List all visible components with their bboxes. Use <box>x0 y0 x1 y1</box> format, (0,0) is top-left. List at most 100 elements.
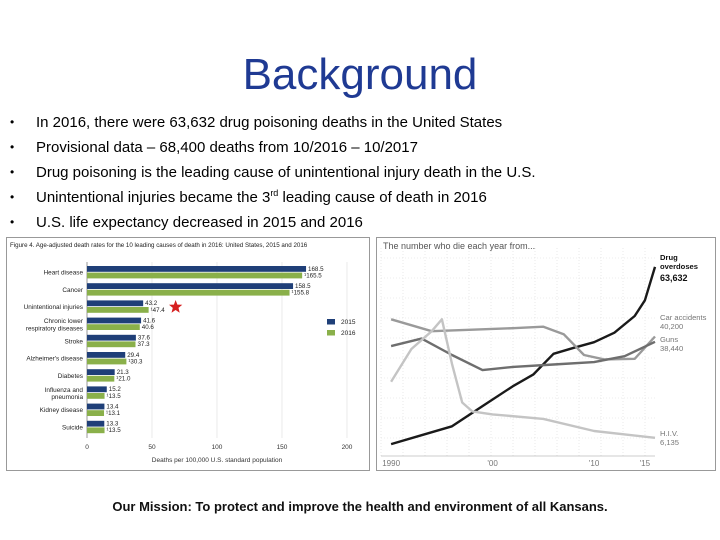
series-label: overdoses <box>660 262 698 271</box>
bar <box>87 427 105 434</box>
category-label: Influenza and <box>45 387 84 394</box>
category-label: Cancer <box>62 287 83 294</box>
bar <box>87 272 303 279</box>
data-label: 21.3 <box>117 369 130 376</box>
x-tick-label: '10 <box>589 459 600 468</box>
bar <box>87 386 107 393</box>
series-line <box>390 318 656 439</box>
bullet-item: • In 2016, there were 63,632 drug poisoni… <box>8 110 708 135</box>
data-label: 29.4 <box>127 352 140 359</box>
data-label: 37.6 <box>138 335 151 342</box>
x-tick-label: 1990 <box>382 459 400 468</box>
data-label: 13.4 <box>106 403 119 410</box>
bullet-dot-icon: • <box>10 215 15 229</box>
bar <box>87 352 126 358</box>
highlight-star-icon <box>169 300 183 313</box>
data-label: 15.2 <box>109 386 122 393</box>
data-label: 40.6 <box>142 324 155 331</box>
bullet-item: • U.S. life expectancy decreased in 2015 … <box>8 210 708 235</box>
bullet-dot-icon: • <box>10 115 15 129</box>
data-label: ¹13.1 <box>106 410 121 417</box>
bullet-text-sup: rd <box>270 188 279 198</box>
bar <box>87 393 105 399</box>
line-chart-svg: The number who die each year from... 1990… <box>380 241 707 468</box>
category-label: Unintentional injuries <box>24 304 83 311</box>
series-line <box>390 266 657 446</box>
data-label: ¹21.0 <box>116 376 131 383</box>
bar <box>87 369 115 375</box>
data-label: ¹155.8 <box>292 290 310 297</box>
x-tick-label: 150 <box>277 444 288 451</box>
bar <box>87 420 105 427</box>
legend-swatch <box>327 330 335 336</box>
x-tick-label: '00 <box>487 459 498 468</box>
bullet-text: U.S. life expectancy decreased in 2015 a… <box>36 214 363 231</box>
series-line <box>390 318 656 361</box>
category-label: Stroke <box>65 338 84 345</box>
bullet-text: Provisional data – 68,400 deaths from 10… <box>36 139 418 156</box>
page-title: Background <box>242 50 478 99</box>
deaths-per-year-line-chart: The number who die each year from... 1990… <box>376 237 716 471</box>
bar <box>87 300 144 307</box>
bar <box>87 410 105 416</box>
bar-chart-svg: Figure 4. Age-adjusted death rates for t… <box>10 242 356 464</box>
category-label: Kidney disease <box>40 407 84 414</box>
bullet-item: • Provisional data – 68,400 deaths from 1… <box>8 135 708 160</box>
bullet-text: In 2016, there were 63,632 drug poisonin… <box>36 114 503 131</box>
data-label: 43.2 <box>145 300 158 307</box>
data-label: 158.5 <box>295 283 311 290</box>
series-label: Guns <box>660 335 678 344</box>
bullet-dot-icon: • <box>10 140 15 154</box>
data-label: 37.3 <box>137 341 150 348</box>
bar <box>87 324 140 330</box>
bar <box>87 266 307 272</box>
bar <box>87 307 149 313</box>
series-line <box>390 337 656 372</box>
bar-chart-title: Figure 4. Age-adjusted death rates for t… <box>10 242 308 249</box>
bullet-text-pre: Unintentional injuries became the 3 <box>36 189 271 206</box>
category-label: respiratory diseases <box>26 325 83 332</box>
bullet-dot-icon: • <box>10 165 15 179</box>
series-value-label: 6,135 <box>660 438 679 447</box>
bullet-list: • In 2016, there were 63,632 drug poisoni… <box>8 110 708 235</box>
data-label: ¹47.4 <box>151 307 166 314</box>
x-tick-label: 0 <box>85 444 89 451</box>
data-label: ¹13.5 <box>107 427 122 434</box>
bullet-item: • Unintentional injuries became the 3rd l… <box>8 185 708 210</box>
data-label: ¹30.3 <box>128 358 143 365</box>
mission-statement: Our Mission: To protect and improve the … <box>112 499 608 514</box>
data-label: 168.5 <box>308 266 324 273</box>
bullet-text-post: leading cause of death in 2016 <box>278 189 487 206</box>
bar <box>87 341 136 348</box>
series-value-label: 40,200 <box>660 322 683 331</box>
category-label: Diabetes <box>58 373 83 380</box>
bar <box>87 334 136 341</box>
line-chart-title: The number who die each year from... <box>383 241 535 251</box>
data-label: ¹165.5 <box>304 272 322 279</box>
data-label: 13.3 <box>106 421 119 428</box>
bar <box>87 375 115 382</box>
series-value-label: 38,440 <box>660 344 683 353</box>
category-label: Suicide <box>62 424 83 431</box>
series-value-label: 63,632 <box>660 273 688 283</box>
series-label: Car accidents <box>660 313 707 322</box>
category-label: pneumonia <box>51 394 83 401</box>
x-tick-label: 200 <box>342 444 353 451</box>
legend-swatch <box>327 319 335 325</box>
series-label: Drug <box>660 253 678 262</box>
bullet-text: Drug poisoning is the leading cause of u… <box>36 164 536 181</box>
x-tick-label: 50 <box>148 444 156 451</box>
data-label: ¹13.5 <box>107 393 122 400</box>
category-label: Alzheimer's disease <box>26 356 83 363</box>
bullet-item: • Drug poisoning is the leading cause of … <box>8 160 708 185</box>
bullet-dot-icon: • <box>10 190 15 204</box>
series-label: H.I.V. <box>660 429 678 438</box>
data-label: 41.6 <box>143 317 156 324</box>
category-label: Heart disease <box>44 270 84 277</box>
x-tick-label: 100 <box>212 444 223 451</box>
death-rates-bar-chart: Figure 4. Age-adjusted death rates for t… <box>6 237 370 471</box>
bar <box>87 403 105 410</box>
x-axis-label: Deaths per 100,000 U.S. standard populat… <box>152 457 283 464</box>
x-tick-label: '15 <box>640 459 651 468</box>
legend-label: 2016 <box>341 330 356 337</box>
